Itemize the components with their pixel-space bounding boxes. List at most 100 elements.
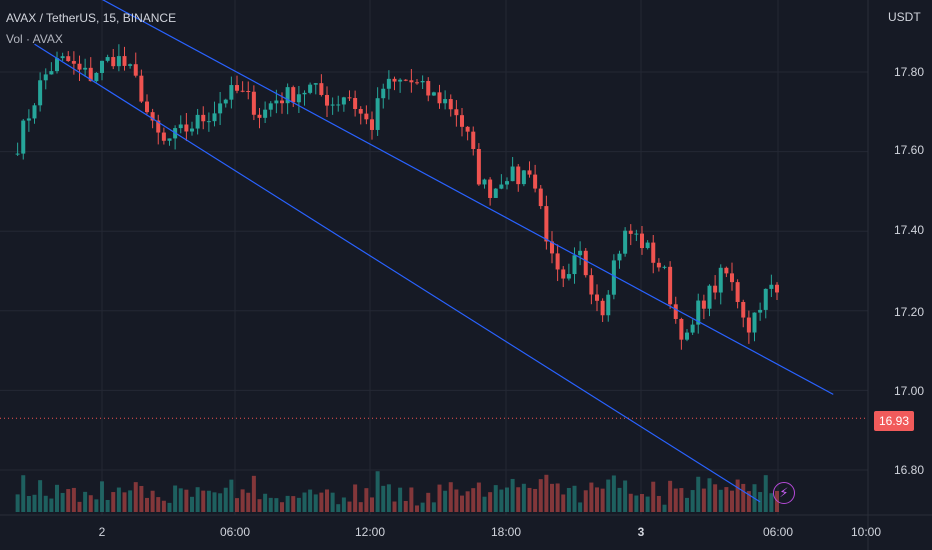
candle-body — [212, 113, 217, 122]
candle-body — [285, 87, 290, 104]
candle-body — [707, 285, 712, 309]
candle-body — [578, 250, 583, 256]
volume-bar — [358, 502, 363, 512]
volume-bar — [718, 489, 723, 512]
candle-body — [49, 71, 54, 75]
volume-indicator-label[interactable]: Vol · AVAX — [6, 32, 63, 46]
volume-bar — [235, 498, 239, 512]
volume-bar — [83, 491, 88, 512]
candle-body — [105, 57, 110, 61]
volume-bar — [55, 484, 59, 512]
candle-body — [83, 67, 88, 70]
candle-body — [139, 75, 144, 102]
candle-body — [482, 179, 487, 185]
candle-body — [527, 170, 532, 175]
volume-bar — [606, 479, 611, 512]
candle-body — [679, 318, 684, 340]
candle-body — [617, 253, 622, 261]
candle-body — [291, 87, 296, 103]
volume-bar — [730, 490, 734, 512]
volume-bar — [701, 488, 706, 512]
candle-body — [240, 90, 245, 92]
candle-body — [325, 94, 329, 106]
volume-bar — [285, 495, 290, 512]
candle-body — [178, 124, 183, 129]
candle-body — [448, 99, 453, 110]
candle-body — [752, 312, 757, 333]
candle-body — [656, 262, 661, 268]
candle-body — [128, 64, 133, 66]
volume-bar — [505, 487, 509, 512]
candle-body — [133, 64, 138, 76]
volume-bar — [527, 487, 532, 512]
volume-bar — [122, 492, 127, 512]
candle-body — [223, 99, 228, 104]
volume-bar — [128, 490, 133, 512]
volume-bar — [133, 482, 138, 512]
candle-body — [730, 273, 734, 283]
volume-bar — [173, 485, 178, 512]
volume-bar — [566, 487, 571, 512]
volume-bar — [595, 487, 599, 512]
volume-bar — [386, 484, 391, 512]
volume-bar — [488, 492, 493, 512]
volume-bar — [353, 484, 358, 512]
volume-bar — [437, 484, 442, 512]
volume-bar — [623, 480, 628, 512]
volume-bar — [426, 492, 431, 512]
candle-body — [651, 242, 656, 263]
volume-bar — [746, 491, 751, 512]
candle-body — [521, 170, 526, 185]
volume-bar — [758, 492, 763, 512]
price-unit-label[interactable]: USDT — [888, 10, 921, 24]
candle-body — [572, 255, 577, 275]
volume-bar — [707, 478, 712, 512]
candle-body — [111, 57, 116, 67]
candle-body — [161, 132, 166, 141]
candle-body — [77, 63, 82, 70]
candle-body — [308, 84, 313, 93]
volume-bar — [685, 497, 689, 512]
volume-bar — [690, 490, 695, 512]
last-price-label: 16.93 — [874, 411, 914, 431]
candle-body — [746, 317, 751, 333]
candle-body — [206, 121, 211, 123]
volume-bar — [578, 502, 583, 512]
candle-body — [538, 188, 543, 207]
volume-bar — [668, 480, 673, 512]
price-tick: 17.40 — [893, 223, 924, 237]
volume-bar — [145, 497, 149, 512]
candle-body — [71, 61, 76, 64]
volume-bar — [454, 489, 459, 512]
price-tick: 17.20 — [893, 305, 924, 319]
volume-bar — [201, 490, 206, 512]
candle-body — [94, 72, 99, 82]
volume-bar — [94, 499, 99, 512]
volume-bar — [347, 501, 352, 512]
volume-bar — [77, 501, 82, 512]
candle-body — [116, 56, 121, 67]
candle-body — [640, 233, 644, 249]
candle-body — [145, 101, 149, 113]
volume-bar — [71, 487, 76, 512]
volume-bar — [296, 497, 301, 512]
candle-body — [775, 284, 779, 293]
candle-body — [280, 100, 284, 104]
volume-bar — [319, 492, 324, 512]
time-tick: 12:00 — [354, 525, 386, 539]
volume-bar — [482, 496, 487, 512]
candle-body — [476, 148, 481, 185]
candle-body — [415, 82, 419, 84]
candle-body — [550, 241, 554, 254]
candle-body — [763, 288, 768, 310]
volume-bar — [66, 489, 71, 512]
candle-body — [38, 80, 43, 106]
price-tick: 17.00 — [893, 384, 924, 398]
candle-body — [229, 85, 234, 100]
symbol-title[interactable]: AVAX / TetherUS, 15, BINANCE — [6, 11, 177, 25]
candle-body — [499, 184, 504, 189]
lightning-icon[interactable]: ⚡︎ — [773, 482, 795, 504]
volume-bar — [420, 502, 425, 512]
volume-bar — [538, 479, 543, 512]
